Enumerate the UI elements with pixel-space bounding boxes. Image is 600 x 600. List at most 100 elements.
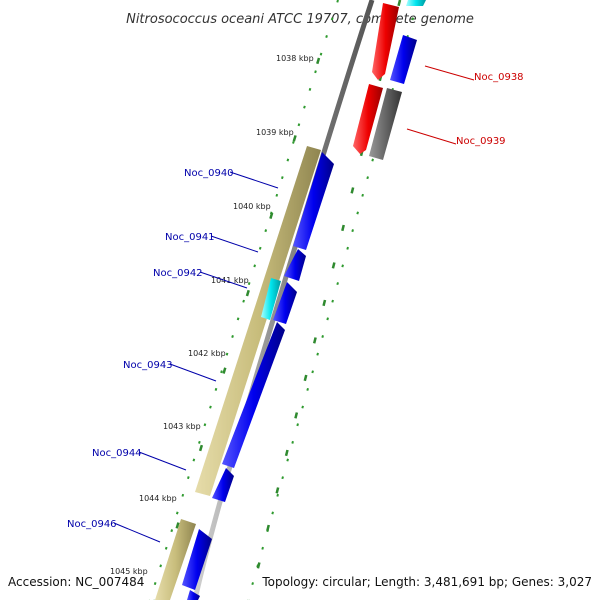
cds-khaki-long: [195, 146, 321, 496]
cds-noc0938-red: [372, 3, 399, 80]
scale-dot: [286, 158, 290, 162]
cds-khaki-bottom: [155, 519, 196, 600]
minor-tick: [350, 187, 355, 194]
scale-dot: [231, 334, 234, 338]
genome-info-text: Topology: circular; Length: 3,481,691 bp…: [261, 575, 592, 589]
scale-dot: [319, 52, 323, 56]
gene-label-noc0941[interactable]: Noc_0941: [165, 232, 215, 243]
scale-dot: [164, 546, 168, 550]
scale-label: 1043 kbp: [163, 422, 201, 431]
kbp-tick: [198, 444, 204, 452]
scale-dot: [209, 405, 212, 409]
scale-dot: [336, 0, 339, 3]
scale-dot: [198, 440, 201, 444]
cds-top-cyan: [406, 0, 426, 6]
minor-tick: [256, 562, 261, 569]
guide-dot: [271, 511, 274, 515]
guide-dot: [346, 246, 349, 250]
gene-label-noc0944[interactable]: Noc_0944: [92, 448, 142, 459]
gene-label-noc0940[interactable]: Noc_0940: [184, 168, 234, 179]
scale-label: 1040 kbp: [233, 202, 271, 211]
kbp-tick: [222, 367, 227, 374]
kbp-tick: [245, 289, 250, 297]
scale-label: 1038 kbp: [276, 54, 314, 63]
kbp-tick: [316, 57, 321, 65]
gene-label-noc0939[interactable]: Noc_0939: [456, 136, 506, 147]
scale-dot: [170, 529, 174, 533]
scale-dot: [258, 246, 262, 250]
minor-tick: [294, 412, 299, 419]
gene-label-noc0938[interactable]: Noc_0938: [474, 72, 524, 83]
scale-dot: [247, 282, 251, 286]
guide-dot: [356, 211, 359, 215]
guide-dot: [366, 176, 369, 180]
guide-dot: [261, 546, 264, 550]
scale-dot: [308, 87, 312, 91]
gene-label-noc0942[interactable]: Noc_0942: [153, 268, 203, 279]
minor-tick: [303, 374, 308, 382]
scale-dot: [236, 317, 240, 321]
scale-dot: [253, 264, 257, 268]
guide-dot: [286, 458, 289, 462]
scale-dot: [214, 387, 218, 391]
guide-dot: [321, 335, 324, 338]
guide-dot: [296, 423, 299, 427]
scale-label: 1041 kbp: [211, 276, 249, 285]
scale-dot: [330, 17, 334, 21]
minor-tick: [341, 224, 345, 232]
scale-dot: [192, 458, 196, 462]
guide-dot: [326, 317, 329, 321]
guide-dot: [311, 370, 314, 374]
minor-tick: [322, 299, 327, 307]
map-title: Nitrosococcus oceani ATCC 19707, complet…: [126, 12, 474, 27]
guide-dot: [371, 158, 374, 162]
kbp-tick: [292, 135, 297, 142]
scale-label: 1039 kbp: [256, 128, 294, 137]
cds-noc0944-blue: [212, 468, 234, 502]
minor-tick: [284, 449, 289, 457]
gene-label-noc0946[interactable]: Noc_0946: [67, 519, 117, 530]
guide-dot: [291, 440, 294, 444]
scale-labels: 1038 kbp 1039 kbp 1040 kbp 1041 kbp 1042…: [110, 54, 314, 576]
scale-dot: [175, 511, 179, 515]
cds-noc0941-blue: [284, 249, 306, 281]
scale-ticks: [153, 0, 402, 600]
guide-dot: [276, 493, 279, 497]
scale-dot: [203, 423, 207, 427]
scale-dot: [264, 229, 268, 233]
guide-dot: [331, 299, 334, 303]
guide-dot: [251, 582, 254, 586]
gene-labels: Noc_0938 Noc_0939 Noc_0940 Noc_0941 Noc_…: [67, 65, 524, 543]
scale-label: 1044 kbp: [139, 494, 177, 503]
gene-label-noc0943[interactable]: Noc_0943: [123, 360, 173, 371]
guide-dot: [306, 387, 309, 391]
minor-tick: [312, 337, 317, 344]
scale-dot: [281, 176, 284, 180]
scale-dot: [275, 193, 279, 197]
cds-red-2: [353, 84, 383, 154]
scale-dot: [325, 34, 328, 38]
cds-features: [155, 0, 426, 600]
accession-text: Accession: NC_007484: [8, 575, 144, 589]
minor-tick: [397, 0, 402, 7]
scale-dot: [242, 299, 245, 303]
scale-dot: [220, 370, 223, 374]
kbp-tick: [269, 212, 274, 219]
guide-dot: [281, 476, 284, 480]
cds-noc0939-grey: [369, 88, 402, 160]
cds-noc0946-blue: [182, 529, 212, 590]
scale-dot: [303, 105, 306, 109]
scale-dot: [153, 582, 157, 586]
scale-dot: [292, 140, 295, 144]
cds-noc0938-blue: [390, 35, 417, 84]
scale-dot: [159, 564, 163, 568]
guide-dot: [336, 282, 339, 286]
scale-dot: [187, 476, 190, 480]
cds-noc0942-blue: [273, 282, 297, 324]
scale-dot: [297, 123, 301, 127]
guide-dot: [361, 193, 364, 197]
guide-dot: [301, 405, 304, 409]
scale-dot: [181, 493, 185, 497]
guide-dot: [351, 229, 354, 233]
